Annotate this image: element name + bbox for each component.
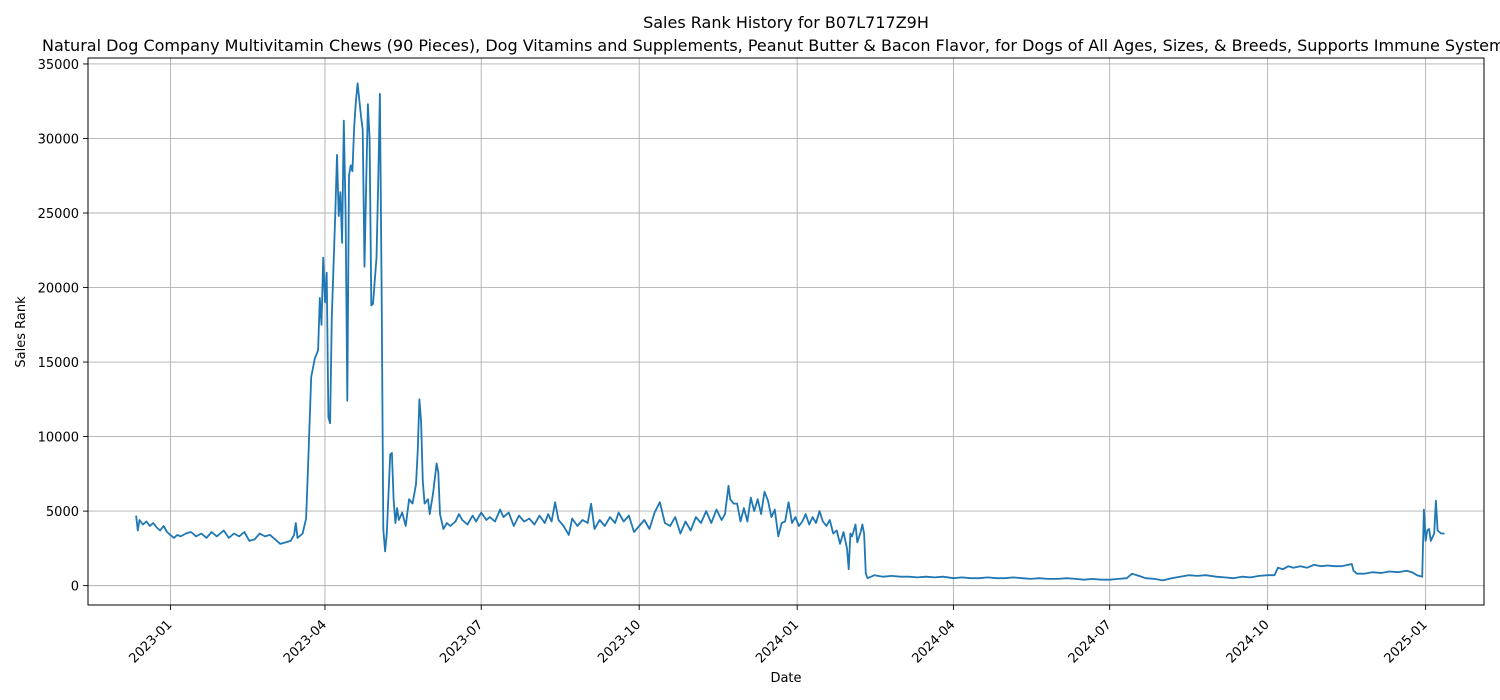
y-tick-label: 30000 [38,132,79,147]
x-tick-label: 2025-01 [1382,617,1431,666]
sales-rank-line [135,82,1445,582]
x-axis: 2023-01 2023-04 2023-07 2023-10 2024-01 2024-… [126,605,1431,666]
x-axis-label: Date [770,671,801,686]
grid-lines [88,58,1484,605]
y-axis: 0 5000 10000 15000 20000 25000 30000 35000 [38,58,88,595]
x-tick-label: 2023-10 [595,617,644,666]
y-tick-label: 15000 [38,356,79,371]
y-tick-label: 20000 [38,282,79,297]
x-tick-label: 2023-01 [126,617,175,666]
y-tick-label: 5000 [46,505,79,520]
chart-title: Sales Rank History for B07L717Z9H [643,13,929,32]
y-tick-label: 25000 [38,207,79,222]
series-layer [135,82,1445,582]
plot-frame [87,57,1485,606]
y-tick-label: 0 [71,580,79,595]
x-tick-label: 2024-04 [909,617,958,666]
x-tick-label: 2024-01 [753,617,802,666]
x-tick-label: 2024-10 [1224,617,1273,666]
chart-subtitle: Natural Dog Company Multivitamin Chews (… [42,36,1500,55]
x-tick-label: 2024-07 [1066,617,1115,666]
x-tick-label: 2023-04 [281,617,330,666]
y-tick-label: 35000 [38,58,79,73]
x-tick-label: 2023-07 [437,617,486,666]
y-tick-label: 10000 [38,431,79,446]
y-axis-label: Sales Rank [14,296,29,368]
